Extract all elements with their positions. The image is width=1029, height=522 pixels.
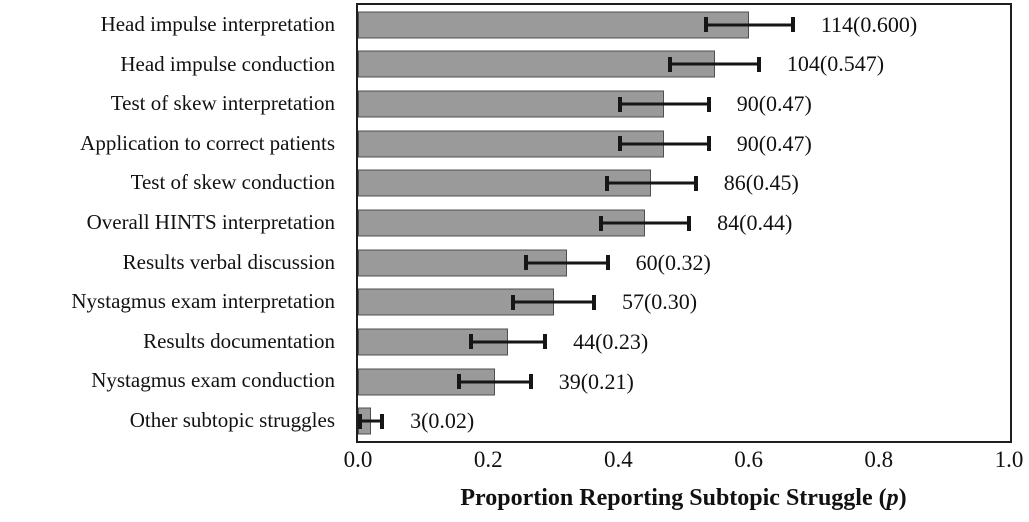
value-label: 104(0.547) <box>786 51 885 77</box>
category-label: Test of skew interpretation <box>110 91 335 116</box>
x-tick-label: 0.8 <box>864 447 894 472</box>
x-axis-title: Proportion Reporting Subtopic Struggle (… <box>358 486 1009 510</box>
category-label: Application to correct patients <box>80 130 335 155</box>
error-bar <box>468 340 548 344</box>
error-bar <box>457 380 533 384</box>
value-label: 39(0.21) <box>558 368 634 394</box>
value-label: 57(0.30) <box>621 289 698 315</box>
bar <box>358 209 645 237</box>
bar-row: 3(0.02) <box>358 401 1010 441</box>
value-label: 3(0.02) <box>410 408 475 434</box>
error-bar <box>703 23 795 27</box>
value-label: 60(0.32) <box>635 249 711 275</box>
x-axis-title-suffix: ) <box>898 485 907 511</box>
x-axis-title-italic-p: p <box>886 485 899 511</box>
category-label: Test of skew conduction <box>130 170 335 195</box>
bar-row: 114(0.600) <box>358 5 1010 45</box>
category-label: Nystagmus exam conduction <box>91 368 335 393</box>
x-tick-label: 1.0 <box>994 447 1024 472</box>
value-label: 84(0.44) <box>717 210 793 236</box>
x-axis-title-prefix: Proportion Reporting Subtopic Struggle ( <box>460 485 887 511</box>
value-label: 90(0.47) <box>736 130 812 156</box>
error-bar <box>358 419 385 423</box>
bar-row: 44(0.23) <box>358 322 1010 362</box>
category-label: Nystagmus exam interpretation <box>71 289 335 314</box>
x-tick-label: 0.6 <box>734 447 763 472</box>
bar <box>358 11 750 39</box>
error-bar <box>605 181 698 185</box>
bar-row: 60(0.32) <box>358 243 1010 283</box>
error-bar <box>523 261 610 265</box>
bar-row: 57(0.30) <box>358 282 1010 322</box>
category-label: Results verbal discussion <box>122 249 335 274</box>
x-tick-label: 0.4 <box>604 447 633 472</box>
value-label: 86(0.45) <box>723 170 799 196</box>
category-label: Other subtopic struggles <box>129 407 335 432</box>
category-label: Head impulse conduction <box>120 51 335 76</box>
category-label: Head impulse interpretation <box>100 12 335 37</box>
bar-row: 90(0.47) <box>358 84 1010 124</box>
error-bar <box>598 221 692 225</box>
x-tick-label: 0.2 <box>473 447 503 472</box>
bar <box>358 130 665 158</box>
bar <box>358 169 652 197</box>
value-label: 90(0.47) <box>736 91 812 117</box>
value-label: 44(0.23) <box>573 328 649 354</box>
error-bar <box>511 300 596 304</box>
y-axis-category-labels: Head impulse interpretation Head impulse … <box>0 5 346 440</box>
value-label: 114(0.600) <box>820 11 918 37</box>
category-label: Overall HINTS interpretation <box>86 210 335 234</box>
error-bar <box>618 142 711 146</box>
error-bar <box>668 62 761 66</box>
bar <box>358 50 715 78</box>
x-tick-label: 0.0 <box>343 447 373 472</box>
bar-row: 104(0.547) <box>358 45 1010 85</box>
error-bar <box>618 102 711 106</box>
bar-row: 86(0.45) <box>358 164 1010 204</box>
bar-row: 90(0.47) <box>358 124 1010 164</box>
bar-row: 84(0.44) <box>358 203 1010 243</box>
category-label: Results documentation <box>143 328 335 353</box>
bar-row: 39(0.21) <box>358 362 1010 402</box>
plot-area: 114(0.600) 104(0.547) 90(0.47) 90(0.47) 86(0… <box>356 3 1012 443</box>
